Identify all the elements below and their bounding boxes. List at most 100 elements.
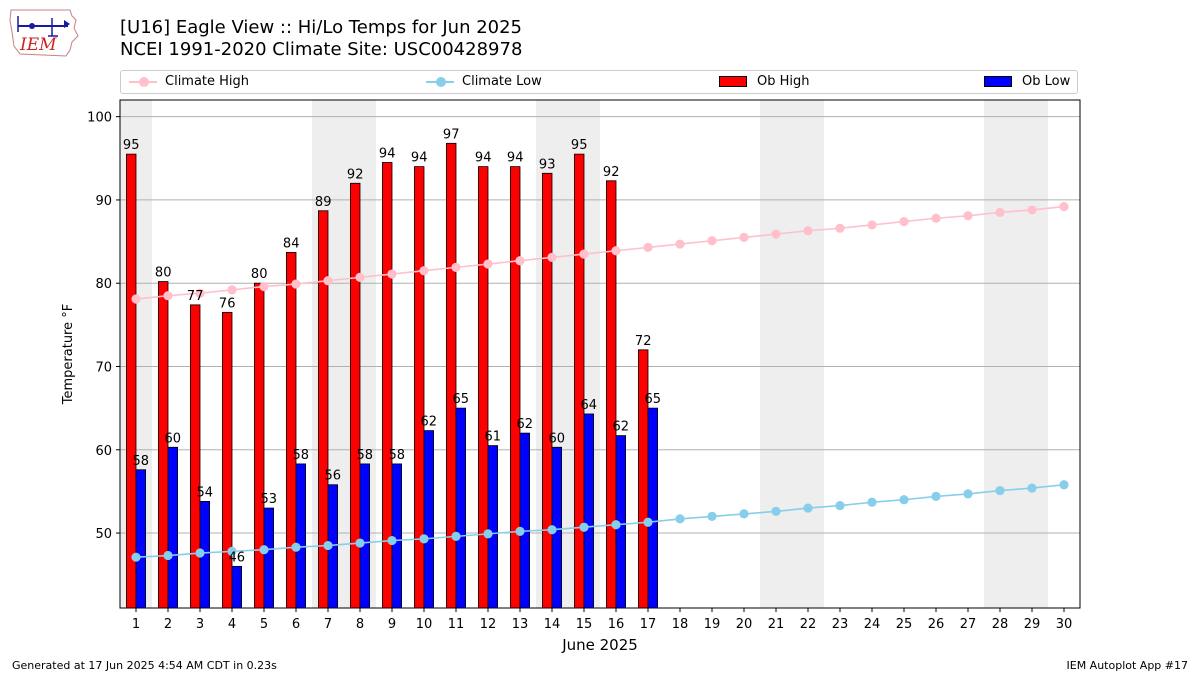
ob-low-bar-day-10	[423, 430, 435, 609]
chart-subtitle: NCEI 1991-2020 Climate Site: USC00428978	[120, 39, 523, 60]
ob-low-bar-day-15	[583, 413, 595, 609]
ob-low-data-label: 58	[389, 448, 406, 463]
x-tick-label: 24	[864, 617, 881, 632]
climate-high-point	[963, 211, 973, 221]
generated-timestamp: Generated at 17 Jun 2025 4:54 AM CDT in …	[12, 659, 277, 672]
x-tick-label: 1	[132, 617, 140, 632]
ob-high-data-label: 94	[507, 151, 524, 166]
ob-low-bar-day-5	[263, 507, 275, 609]
climate-low-point	[1059, 480, 1069, 490]
x-tick-label: 20	[736, 617, 753, 632]
climate-high-point	[675, 239, 685, 249]
plot-frame	[119, 99, 1081, 609]
ob-low-bar-day-6	[295, 463, 307, 609]
x-tick-label: 28	[992, 617, 1009, 632]
climate-high-point	[643, 242, 653, 253]
ob-high-bar-day-15	[574, 153, 585, 609]
x-tick-label: 25	[896, 617, 913, 632]
legend-label: Climate High	[165, 74, 250, 89]
climate-high-point	[419, 266, 429, 276]
ob-low-data-label: 65	[645, 392, 662, 407]
ob-low-bar-day-13	[519, 432, 531, 609]
x-tick-label: 11	[448, 617, 465, 632]
ob-low-data-label: 56	[325, 469, 342, 484]
ob-low-data-label: 46	[229, 550, 246, 565]
climate-low-point	[291, 542, 301, 552]
iowa-outline-icon	[9, 9, 79, 57]
x-tick-label: 8	[356, 617, 364, 632]
climate-high-point	[195, 288, 205, 298]
y-tick-label: 50	[95, 527, 112, 542]
climate-low-point	[1027, 483, 1037, 493]
climate-high-point	[707, 236, 717, 246]
y-tick-label: 90	[95, 194, 112, 209]
climate-low-point	[835, 500, 845, 511]
ob-high-bar-day-5	[253, 282, 265, 609]
climate-high-point	[163, 291, 173, 301]
legend-label: Ob Low	[1022, 74, 1071, 89]
ob-high-bar-day-6	[285, 251, 297, 609]
climate-low-point	[611, 520, 621, 530]
climate-high-point	[131, 294, 141, 304]
ob-low-data-label: 60	[549, 431, 566, 446]
climate-low-point	[995, 485, 1005, 496]
climate-high-point	[803, 226, 813, 236]
climate-high-point	[739, 232, 749, 243]
climate-low-point	[323, 540, 333, 551]
climate-low-point	[707, 511, 717, 521]
climate-high-point	[323, 276, 333, 286]
ob-high-data-label: 72	[635, 334, 652, 349]
x-tick-label: 17	[640, 617, 657, 632]
ob-high-data-label: 84	[283, 236, 300, 251]
climate-high-point	[291, 279, 301, 289]
climate-low-point	[259, 545, 269, 555]
x-tick-label: 6	[292, 617, 300, 632]
x-tick-label: 3	[196, 617, 204, 632]
ob-high-data-label: 80	[251, 267, 268, 282]
ob-high-data-label: 80	[155, 266, 172, 281]
weekend-shade-day-29	[1016, 100, 1048, 608]
climate-low-point	[771, 506, 781, 516]
ob-high-swatch-icon	[719, 76, 747, 87]
climate-low-point	[963, 489, 973, 499]
climate-high-point	[995, 207, 1005, 218]
legend-label: Climate Low	[462, 74, 542, 89]
ob-high-data-label: 77	[187, 289, 204, 304]
ob-low-data-label: 58	[293, 448, 310, 463]
climate-high-point	[771, 229, 781, 239]
ob-low-swatch-icon	[984, 76, 1012, 87]
x-tick-label: 29	[1024, 617, 1041, 632]
ob-low-data-label: 65	[453, 392, 470, 407]
iem-logo: IEM	[8, 6, 80, 58]
climate-lines	[131, 201, 1069, 562]
x-tick-label: 21	[768, 617, 785, 632]
climate-high-point	[387, 269, 397, 279]
ob-high-bar-day-13	[509, 166, 521, 609]
climate-high-point	[547, 252, 557, 262]
climate-high-point	[579, 249, 589, 259]
climate-high-line	[135, 205, 1065, 300]
climate-low-point	[739, 509, 749, 519]
climate-high-point	[899, 216, 909, 227]
climate-high-point	[515, 256, 525, 266]
y-tick-label: 80	[95, 277, 112, 292]
app-credit: IEM Autoplot App #17	[1066, 659, 1189, 672]
climate-low-point	[643, 517, 653, 527]
ob-high-data-label: 95	[571, 138, 588, 153]
climate-high-point	[355, 272, 365, 282]
ob-low-bar-day-17	[647, 407, 659, 609]
ob-high-data-label: 94	[475, 151, 492, 166]
x-tick-label: 2	[164, 617, 172, 632]
climate-high-point	[483, 259, 493, 269]
climate-low-point	[131, 552, 141, 562]
x-tick-label: 7	[324, 617, 332, 632]
ob-high-data-label: 95	[123, 138, 140, 153]
climate-low-point	[579, 522, 589, 532]
ob-low-data-label: 60	[165, 431, 182, 446]
y-tick-label: 70	[95, 360, 112, 375]
ob-low-data-label: 62	[613, 420, 630, 435]
climate-low-point	[803, 503, 813, 513]
ob-low-data-label: 62	[517, 417, 534, 432]
climate-high-marker-icon	[139, 77, 149, 87]
